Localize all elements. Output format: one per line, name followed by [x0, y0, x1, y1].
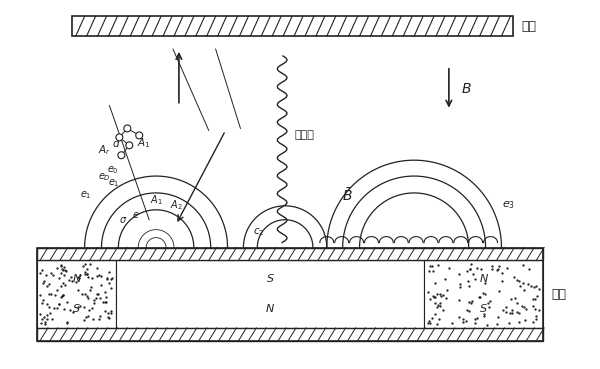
Circle shape — [118, 152, 125, 159]
Bar — [116, 261, 424, 328]
Text: $c_2$: $c_2$ — [253, 226, 264, 238]
Text: $A_1$: $A_1$ — [149, 193, 163, 207]
Text: $A_r$: $A_r$ — [98, 144, 111, 157]
Circle shape — [136, 132, 143, 139]
Text: $e_1$: $e_1$ — [107, 177, 119, 189]
Circle shape — [116, 134, 123, 141]
Bar — [424, 261, 543, 328]
Text: N: N — [266, 304, 274, 314]
Bar — [37, 328, 543, 341]
Text: S: S — [480, 304, 487, 314]
Text: $\sigma$: $\sigma$ — [119, 215, 128, 225]
Text: $A_1$: $A_1$ — [137, 137, 151, 150]
Text: N: N — [73, 274, 81, 284]
Text: $A_2$: $A_2$ — [170, 198, 182, 212]
Text: S: S — [73, 304, 80, 314]
Text: 磁軛: 磁軛 — [551, 288, 566, 301]
Text: S: S — [266, 274, 274, 284]
Text: $\bar{B}$: $\bar{B}$ — [343, 187, 353, 204]
Bar — [37, 248, 543, 261]
Circle shape — [126, 142, 133, 149]
Bar — [72, 16, 514, 36]
Circle shape — [124, 125, 131, 132]
Text: $e_3$: $e_3$ — [502, 199, 515, 211]
Text: 靶原子: 靶原子 — [294, 130, 314, 140]
Text: $e_D$: $e_D$ — [98, 171, 111, 183]
Text: $d$: $d$ — [112, 137, 121, 149]
Text: $e$: $e$ — [133, 210, 140, 220]
Text: $e_0$: $e_0$ — [107, 164, 119, 176]
Text: 基片: 基片 — [521, 20, 536, 33]
Bar — [37, 261, 116, 328]
Bar — [37, 248, 543, 341]
Text: N: N — [479, 274, 488, 284]
Text: $B$: $B$ — [461, 82, 472, 96]
Text: $e_1$: $e_1$ — [80, 189, 91, 201]
